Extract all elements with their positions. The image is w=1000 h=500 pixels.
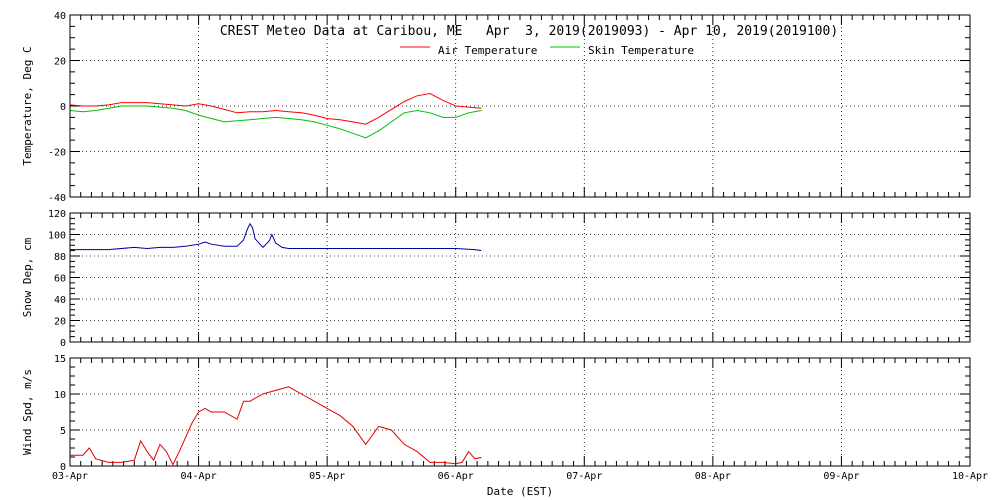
x-tick-label: 10-Apr: [952, 471, 988, 482]
legend-label: Skin Temperature: [588, 44, 694, 57]
y-tick-label: 0: [60, 338, 66, 349]
panels-layer: -40 -20 0 20 40 Temperature, Deg C Air Tempera…: [21, 11, 988, 482]
series-line-1: [70, 222, 482, 252]
x-tick-label: 03-Apr: [52, 471, 88, 482]
y-tick-label: 0: [60, 102, 66, 113]
y-tick-label: 10: [54, 390, 66, 401]
y-tick-label: 0: [60, 462, 66, 473]
y-axis-title: Snow Dep, cm: [21, 237, 34, 317]
panel-3: 0 5 10 15 Wind Spd, m/s: [21, 354, 971, 473]
panel-1: -40 -20 0 20 40 Temperature, Deg C Air Tempera…: [21, 11, 971, 204]
y-tick-label: 60: [54, 274, 66, 285]
x-tick-label: 04-Apr: [181, 471, 217, 482]
y-tick-label: 100: [48, 231, 66, 242]
y-tick-label: 40: [54, 11, 66, 22]
chart-title: CREST Meteo Data at Caribou, ME Apr 3, 2…: [220, 24, 838, 39]
y-tick-label: 40: [54, 295, 66, 306]
x-tick-label: 06-Apr: [438, 471, 474, 482]
series-line-1: [70, 386, 482, 466]
y-tick-label: 15: [54, 354, 66, 365]
legend-label: Air Temperature: [438, 44, 537, 57]
x-axis-title: Date (EST): [487, 485, 553, 498]
plot-frame: [69, 357, 971, 467]
y-axis-title: Wind Spd, m/s: [21, 369, 34, 455]
y-tick-label: 80: [54, 252, 66, 263]
plot-frame: [69, 212, 971, 343]
y-axis-title: Temperature, Deg C: [21, 46, 34, 165]
series-line-2: [69, 105, 482, 139]
y-tick-label: 5: [60, 426, 66, 437]
x-tick-label: 05-Apr: [309, 471, 345, 482]
y-tick-label: 20: [54, 57, 66, 68]
y-tick-label: -40: [48, 193, 66, 204]
y-tick-label: 20: [54, 317, 66, 328]
panel-2: 0 20 40 60 80 100 120 Snow Dep, cm: [21, 209, 971, 349]
series-line-1: [69, 92, 482, 125]
x-tick-label: 08-Apr: [695, 471, 731, 482]
x-tick-label: 07-Apr: [566, 471, 602, 482]
overlay-layer: CREST Meteo Data at Caribou, ME Apr 3, 2…: [220, 24, 838, 498]
plot-frame: [69, 14, 971, 198]
y-tick-label: 120: [48, 209, 66, 220]
y-tick-label: -20: [48, 148, 66, 159]
x-tick-label: 09-Apr: [823, 471, 859, 482]
